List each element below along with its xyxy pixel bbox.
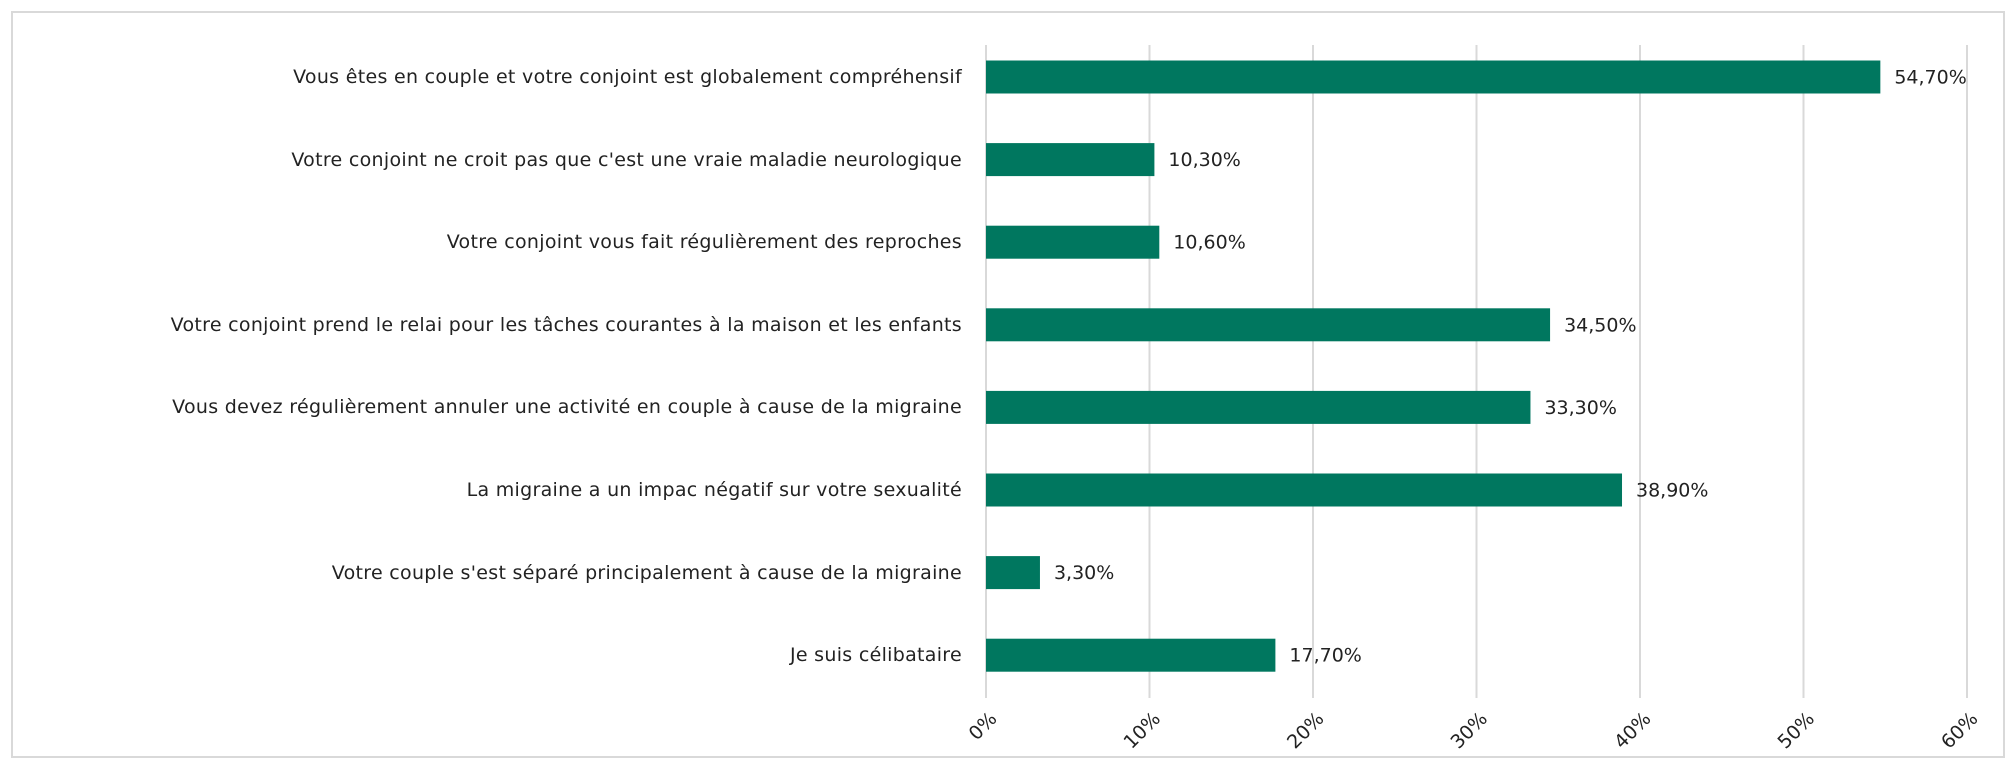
y-tick-label: Votre conjoint vous fait régulièrement d… bbox=[446, 231, 962, 254]
x-tick-label: 60% bbox=[1937, 708, 1982, 753]
x-tick-label: 20% bbox=[1283, 708, 1328, 753]
x-tick-label: 10% bbox=[1120, 708, 1165, 753]
bar bbox=[986, 390, 1531, 424]
y-tick-label: Je suis célibataire bbox=[789, 644, 962, 667]
bar bbox=[986, 143, 1155, 177]
bar bbox=[986, 638, 1276, 672]
value-label: 17,70% bbox=[1289, 645, 1361, 667]
value-label: 38,90% bbox=[1636, 480, 1708, 502]
bar bbox=[986, 225, 1160, 259]
x-tick-label: 40% bbox=[1610, 708, 1655, 753]
y-tick-label: La migraine a un impac négatif sur votre… bbox=[466, 479, 962, 501]
bar bbox=[986, 473, 1623, 507]
y-tick-label: Votre conjoint ne croit pas que c'est un… bbox=[291, 148, 962, 171]
value-label: 33,30% bbox=[1544, 397, 1616, 419]
y-tick-label: Votre conjoint prend le relai pour les t… bbox=[170, 313, 962, 336]
value-label: 54,70% bbox=[1894, 67, 1966, 89]
value-label: 10,30% bbox=[1168, 149, 1240, 171]
y-tick-label: Vous devez régulièrement annuler une act… bbox=[172, 396, 962, 419]
y-tick-label: Votre couple s'est séparé principalement… bbox=[331, 561, 962, 584]
y-tick-label: Vous êtes en couple et votre conjoint es… bbox=[293, 66, 962, 88]
x-tick-label: 30% bbox=[1447, 708, 1492, 753]
value-label: 10,60% bbox=[1173, 232, 1245, 254]
frame bbox=[11, 11, 2005, 758]
value-label: 3,30% bbox=[1054, 562, 1114, 584]
bar bbox=[986, 60, 1881, 94]
bar bbox=[986, 308, 1551, 342]
bar bbox=[986, 556, 1040, 590]
value-label: 34,50% bbox=[1564, 314, 1636, 336]
x-tick-label: 50% bbox=[1774, 708, 1819, 753]
x-tick-label: 0% bbox=[965, 708, 1002, 745]
